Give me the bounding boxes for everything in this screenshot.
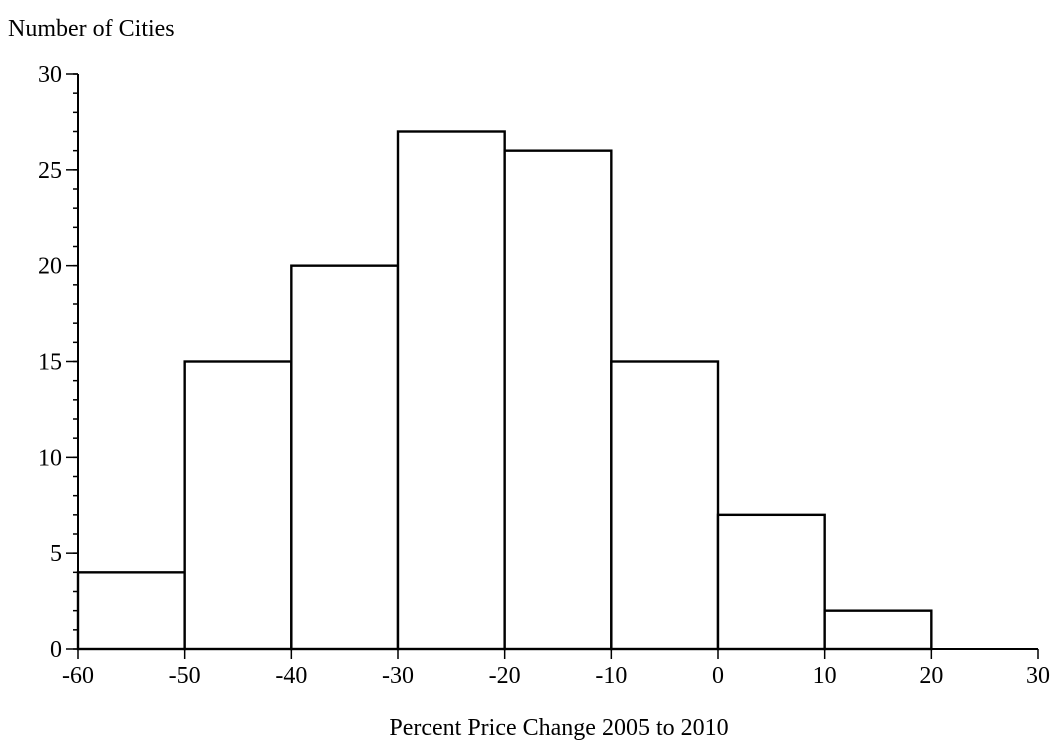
y-tick-label: 20 [38,254,62,280]
histogram-bar-3 [396,130,506,651]
y-tick-label: 0 [50,637,62,663]
y-tick-label: 30 [38,62,62,88]
y-axis-title: Number of Cities [8,16,175,42]
x-tick-label: -10 [595,663,627,689]
histogram-bar-4 [503,149,613,651]
x-tick-label: 10 [813,663,837,689]
x-tick-label: -30 [382,663,414,689]
x-tick-label: -50 [169,663,201,689]
x-tick-label: 30 [1026,663,1050,689]
y-tick-label: 15 [38,350,62,376]
y-tick-label: 5 [50,541,62,567]
x-tick-label: 0 [712,663,724,689]
x-tick-label: -20 [489,663,521,689]
histogram-bar-7 [823,609,933,651]
x-tick-label: -40 [275,663,307,689]
x-axis-title: Percent Price Change 2005 to 2010 [389,715,728,741]
histogram-bar-2 [290,264,400,651]
x-tick-label: -60 [62,663,94,689]
axes-group: 0 5 10 15 20 25 30 -60 -50 -40 -30 -20 -10 0 10 20 30 [38,62,1050,689]
bars-group [76,130,933,651]
histogram-bar-1 [183,360,293,651]
y-tick-label: 25 [38,158,62,184]
y-tick-label: 10 [38,445,62,471]
histogram-bar-0 [76,571,186,651]
x-tick-label: 20 [919,663,943,689]
histogram-bar-6 [716,513,826,651]
histogram-bar-5 [610,360,720,651]
